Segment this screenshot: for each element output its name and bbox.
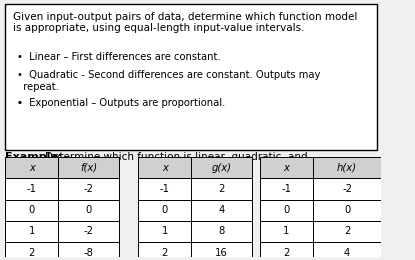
Bar: [138, 221, 252, 242]
Text: Example:: Example:: [5, 152, 63, 162]
Text: Given input-output pairs of data, determine which function model
is appropriate,: Given input-output pairs of data, determ…: [13, 12, 357, 33]
Bar: [138, 157, 252, 178]
Bar: [260, 221, 381, 242]
Text: 2: 2: [344, 226, 350, 237]
Text: 1: 1: [283, 226, 289, 237]
Text: -8: -8: [84, 248, 94, 258]
Bar: [5, 178, 119, 200]
Text: -2: -2: [342, 184, 352, 194]
Text: -2: -2: [84, 226, 94, 237]
Text: •  Linear – First differences are constant.: • Linear – First differences are constan…: [17, 53, 220, 62]
Text: 2: 2: [219, 184, 225, 194]
Text: x: x: [29, 163, 35, 173]
Text: 0: 0: [283, 205, 289, 215]
Bar: [5, 157, 119, 178]
Text: -1: -1: [160, 184, 170, 194]
Bar: [5, 242, 119, 260]
Text: -1: -1: [281, 184, 291, 194]
Text: f(x): f(x): [80, 163, 97, 173]
Text: •: •: [17, 99, 29, 108]
Text: 0: 0: [161, 205, 168, 215]
Bar: [138, 178, 252, 200]
Text: -1: -1: [27, 184, 37, 194]
Text: 0: 0: [29, 205, 35, 215]
Text: •  Exponential – Outputs are proportional.: • Exponential – Outputs are proportional…: [17, 99, 225, 108]
Bar: [5, 200, 119, 221]
Text: 1: 1: [29, 226, 35, 237]
Text: •  Quadratic - Second differences are constant. Outputs may
  repeat.: • Quadratic - Second differences are con…: [17, 70, 320, 92]
Text: Determine which function is linear, quadratic, and
exponential.: Determine which function is linear, quad…: [45, 152, 308, 174]
Bar: [260, 200, 381, 221]
Text: x: x: [162, 163, 168, 173]
FancyBboxPatch shape: [5, 4, 377, 150]
Text: 8: 8: [219, 226, 225, 237]
Text: 16: 16: [215, 248, 228, 258]
Text: g(x): g(x): [212, 163, 232, 173]
Bar: [260, 242, 381, 260]
Text: 2: 2: [161, 248, 168, 258]
Text: 0: 0: [85, 205, 92, 215]
Text: 1: 1: [161, 226, 168, 237]
Bar: [138, 200, 252, 221]
Text: x: x: [283, 163, 289, 173]
Bar: [5, 221, 119, 242]
Text: 4: 4: [219, 205, 225, 215]
Text: 2: 2: [29, 248, 35, 258]
Text: 4: 4: [344, 248, 350, 258]
Text: -2: -2: [84, 184, 94, 194]
Bar: [260, 157, 381, 178]
Text: 0: 0: [344, 205, 350, 215]
Bar: [138, 242, 252, 260]
Bar: [260, 178, 381, 200]
Text: 2: 2: [283, 248, 289, 258]
Text: h(x): h(x): [337, 163, 357, 173]
